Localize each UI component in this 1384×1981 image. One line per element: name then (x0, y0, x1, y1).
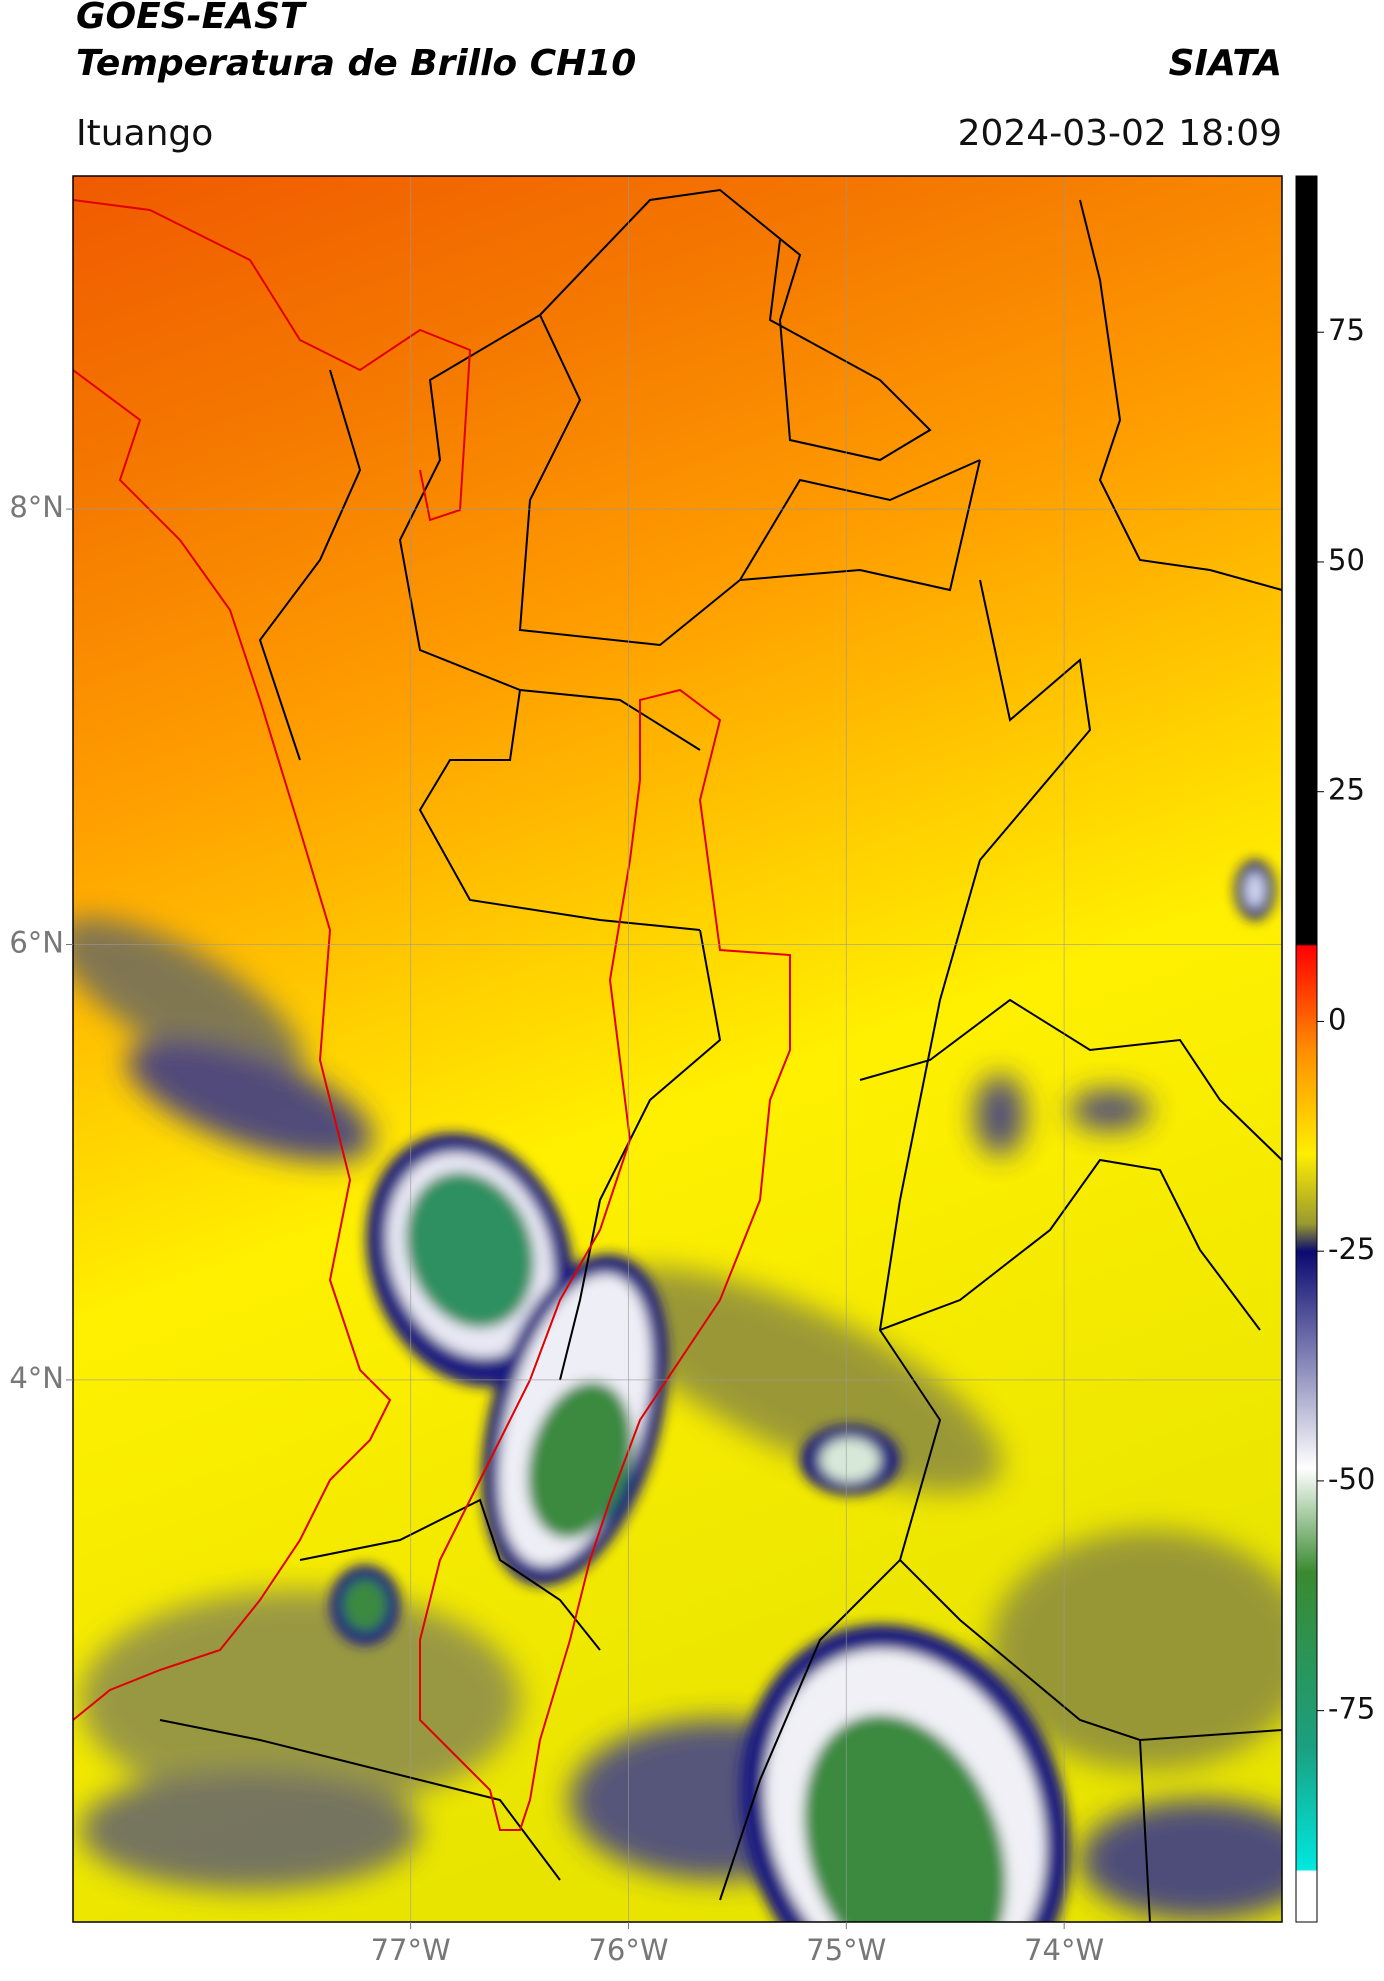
colorbar-tick-label: 50 (1328, 543, 1365, 577)
y-tick-label: 6°N (9, 926, 64, 960)
colorbar (1295, 175, 1318, 1923)
location: Ituango (76, 113, 213, 154)
title: GOES-EAST (76, 0, 307, 37)
colorbar-tick-label: -50 (1328, 1462, 1375, 1496)
map-field (73, 176, 1282, 1922)
boundaries (73, 199, 791, 1831)
subtitle: Temperatura de Brillo CH10 (76, 43, 636, 84)
colorbar-tick-label: 0 (1328, 1002, 1346, 1036)
x-tick-label: 76°W (588, 1933, 668, 1967)
colorbar-tick-label: -25 (1328, 1232, 1375, 1266)
brand: SIATA (1169, 43, 1282, 84)
y-tick-label: 4°N (9, 1361, 64, 1395)
colorbar-tick-label: 25 (1328, 773, 1365, 807)
datetime: 2024-03-02 18:09 (958, 113, 1282, 154)
colorbar-tick-label: 75 (1328, 313, 1365, 347)
x-tick-label: 77°W (371, 1933, 451, 1967)
y-tick-label: 8°N (9, 490, 64, 524)
borders (159, 188, 1282, 1922)
map-frame (72, 175, 1283, 1923)
x-tick-label: 75°W (806, 1933, 886, 1967)
colorbar-tick-label: -75 (1328, 1692, 1375, 1726)
x-tick-label: 74°W (1024, 1933, 1104, 1967)
